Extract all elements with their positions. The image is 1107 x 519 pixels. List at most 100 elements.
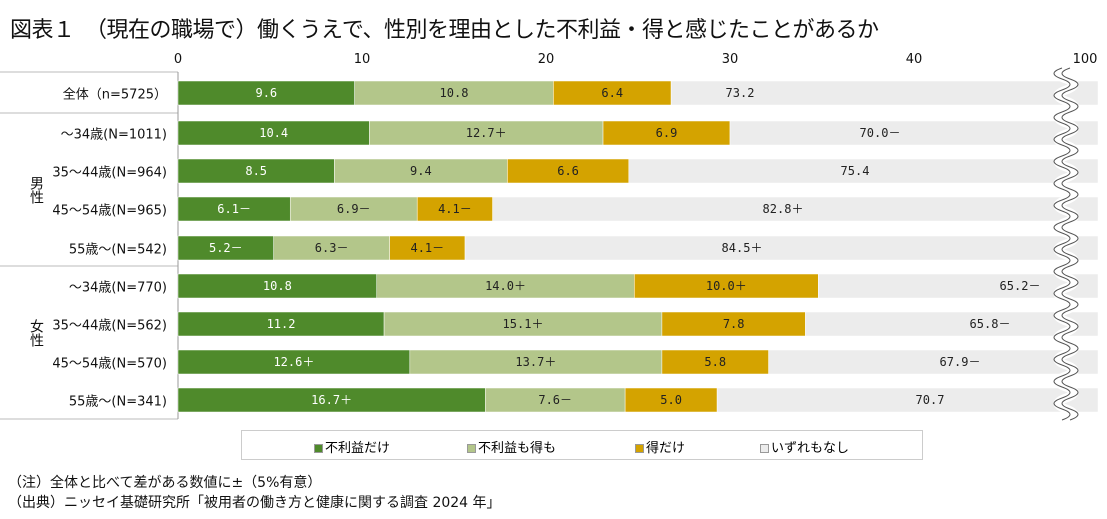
legend-label: いずれもなし: [771, 441, 850, 456]
category-label: 55歳～(N=542): [68, 242, 167, 258]
x-tick-label: 30: [721, 52, 739, 67]
bar-segment: [273, 235, 390, 261]
data-label: 73.2: [726, 86, 755, 100]
x-tick-label: 20: [537, 52, 555, 67]
group-label: 男性: [28, 176, 44, 204]
data-label: 15.1＋: [503, 317, 544, 331]
bar-segment: [354, 80, 554, 106]
x-tick-label: 10: [353, 52, 371, 67]
data-label: 10.8: [440, 86, 469, 100]
data-label: 6.1－: [217, 202, 251, 216]
data-label: 7.8: [723, 317, 745, 331]
legend-label: 不利益だけ: [325, 441, 391, 456]
data-label: 82.8＋: [763, 202, 804, 216]
bar-segment: [602, 120, 731, 146]
data-label: 6.9－: [337, 202, 371, 216]
legend-item: いずれもなし: [760, 437, 849, 456]
data-label: 10.0＋: [706, 279, 747, 293]
bar-segment: [729, 120, 1099, 146]
bar-segment: [768, 349, 1099, 375]
bar-segment: [177, 158, 335, 184]
group-label: 女性: [28, 319, 44, 347]
data-label: 12.6＋: [273, 355, 314, 369]
bar-segment: [177, 120, 370, 146]
data-label: 16.7＋: [311, 393, 352, 407]
data-label: 6.9: [656, 126, 678, 140]
data-label: 5.8: [704, 355, 726, 369]
legend-swatch: [314, 444, 323, 453]
data-label: 13.7＋: [515, 355, 556, 369]
data-label: 6.4: [601, 86, 623, 100]
legend-label: 得だけ: [646, 441, 686, 456]
legend: 不利益だけ 不利益も得も 得だけ いずれもなし: [241, 430, 923, 460]
data-label: 75.4: [841, 164, 870, 178]
data-label: 9.6: [255, 86, 277, 100]
legend-label: 不利益も得も: [478, 441, 557, 456]
data-label: 10.4: [259, 126, 288, 140]
category-label: 35～44歳(N=964): [52, 165, 167, 181]
bar-segment: [177, 235, 274, 261]
data-label: 7.6－: [538, 393, 572, 407]
bar-segment: [409, 349, 663, 375]
bar-segment: [389, 235, 466, 261]
bar-segment: [383, 311, 663, 337]
data-label: 4.1－: [410, 241, 444, 255]
bar-segment: [334, 158, 508, 184]
legend-swatch: [635, 444, 644, 453]
legend-swatch: [467, 444, 476, 453]
data-label: 9.4: [410, 164, 432, 178]
category-label: 35～44歳(N=562): [52, 318, 167, 334]
x-tick-label: 0: [173, 52, 183, 67]
bar-segment: [628, 158, 1099, 184]
bar-segment: [670, 80, 1099, 106]
data-label: 8.5: [245, 164, 267, 178]
note: （注）全体と比べて差がある数値に±（5%有意）: [8, 475, 322, 491]
legend-item: 不利益だけ: [314, 437, 390, 456]
bar-segment: [634, 273, 819, 299]
bar-segment: [177, 196, 291, 222]
category-label: ～34歳(N=770): [68, 280, 167, 296]
data-label: 70.7: [916, 393, 945, 407]
data-label: 11.2: [267, 317, 296, 331]
category-label: 55歳～(N=341): [68, 394, 167, 410]
bar-segment: [507, 158, 630, 184]
category-label: 45～54歳(N=965): [52, 203, 167, 219]
category-label: 全体（n=5725）: [62, 87, 167, 103]
bar-segment: [661, 349, 769, 375]
category-label: ～34歳(N=1011): [60, 127, 167, 143]
x-tick-label: 40: [905, 52, 923, 67]
bar-segment: [177, 387, 486, 413]
legend-item: 得だけ: [635, 437, 685, 456]
data-label: 67.9－: [940, 355, 981, 369]
data-label: 14.0＋: [485, 279, 526, 293]
data-label: 65.2－: [1000, 279, 1041, 293]
bar-segment: [553, 80, 672, 106]
data-label: 4.1－: [438, 202, 472, 216]
data-label: 5.2－: [209, 241, 243, 255]
axis-break: [1053, 63, 1079, 425]
bar-segment: [177, 273, 377, 299]
bar-segment: [492, 196, 1099, 222]
x-tick-label: 100: [1072, 52, 1098, 67]
bar-segment: [485, 387, 626, 413]
data-label: 5.0: [660, 393, 682, 407]
bar-segment: [177, 349, 411, 375]
bar-segment: [624, 387, 718, 413]
axis-break-line: [1053, 67, 1071, 421]
legend-item: 不利益も得も: [467, 437, 556, 456]
data-label: 12.7＋: [466, 126, 507, 140]
data-label: 70.0－: [860, 126, 901, 140]
bar-segment: [805, 311, 1099, 337]
bar-chart: 9.6 10.8 6.4 73.2 10.4 12.7＋ 6.9 70.0－ 8.5 9.4 6.6…: [0, 63, 1099, 425]
data-label: 6.6: [557, 164, 579, 178]
category-label: 45～54歳(N=570): [52, 356, 167, 372]
axis-break-line: [1061, 67, 1079, 421]
data-label: 65.8－: [970, 317, 1011, 331]
bar-segment: [661, 311, 806, 337]
legend-swatch: [760, 444, 769, 453]
data-label: 84.5＋: [722, 241, 763, 255]
bar-segment: [376, 273, 635, 299]
bar-segment: [716, 387, 1099, 413]
chart-title: 図表１ （現在の職場で）働くうえで、性別を理由とした不利益・得と感じたことがある…: [10, 18, 879, 43]
